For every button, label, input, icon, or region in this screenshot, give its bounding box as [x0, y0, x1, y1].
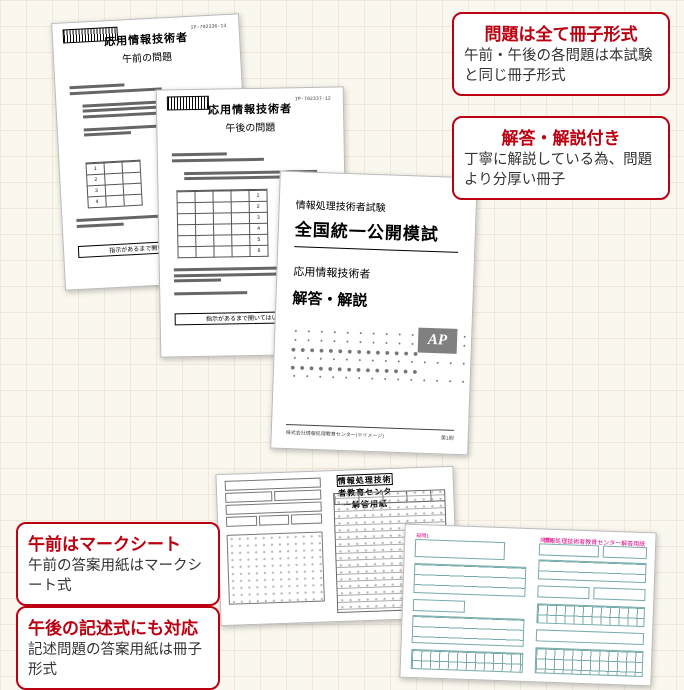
cover-pretitle: 情報処理技術者試験 [296, 196, 460, 217]
callout-body: 丁寧に解説している為、問題より分厚い冊子 [464, 151, 658, 190]
callout-title: 解答・解説付き [464, 124, 658, 149]
written-sheet: 情報処理技術者教育センター解答用紙 設問1 設問2 [399, 524, 656, 687]
cover-label: 解答・解説 [292, 287, 457, 314]
booklet-explanation: 情報処理技術者試験 全国統一公開模試 応用情報技術者 解答・解説 ・・・・・・・… [270, 171, 478, 456]
cover-bigtitle: 全国統一公開模試 [294, 215, 459, 246]
key-table: 1 2 3 4 [85, 160, 142, 209]
cover-subject: 応用情報技術者 [293, 263, 457, 285]
callout-written: 午後の記述式にも対応 記述問題の答案用紙は冊子形式 [16, 606, 220, 690]
wr-field: 設問2 [539, 543, 599, 557]
wr-grid [411, 649, 524, 673]
marksheet-personal [225, 478, 323, 529]
wr-field [537, 585, 589, 599]
callout-title: 問題は全て冊子形式 [464, 20, 658, 45]
divider [294, 246, 458, 253]
marksheet-header: 情報処理技術者教育センター解答用紙 [337, 473, 393, 487]
wr-field: 設問1 [415, 539, 506, 560]
wr-lines [538, 559, 647, 583]
callout-body: 午前の答案用紙はマークシート式 [28, 557, 208, 596]
publisher: 株式会社情報処理教育センター(※イメージ) [286, 429, 384, 439]
booklet-subtitle: 午後の問題 [171, 118, 329, 136]
callout-answers: 解答・解説付き 丁寧に解説している為、問題より分厚い冊子 [452, 116, 670, 200]
edition: 第1刷 [441, 434, 454, 441]
key-table: 1 2 3 4 5 6 [176, 189, 268, 259]
wr-lines [412, 615, 525, 647]
wr-lines [413, 563, 526, 597]
callout-marksheet: 午前はマークシート 午前の答案用紙はマークシート式 [16, 522, 220, 606]
wr-field [593, 587, 645, 601]
callout-title: 午前はマークシート [28, 530, 208, 555]
wr-field [603, 546, 647, 560]
callout-title: 午後の記述式にも対応 [28, 614, 208, 639]
marksheet-id-bubbles [227, 531, 325, 604]
wr-field [536, 629, 644, 645]
wr-grid [536, 603, 645, 627]
booklet-title: 応用情報技術者 [171, 100, 329, 119]
callout-booklet: 問題は全て冊子形式 午前・午後の各問題は本試験と同じ冊子形式 [452, 12, 670, 96]
wr-field [413, 599, 465, 613]
wr-grid [535, 647, 644, 677]
callout-body: 記述問題の答案用紙は冊子形式 [28, 641, 208, 680]
callout-body: 午前・午後の各問題は本試験と同じ冊子形式 [464, 47, 658, 86]
ap-badge: AP [417, 328, 457, 354]
